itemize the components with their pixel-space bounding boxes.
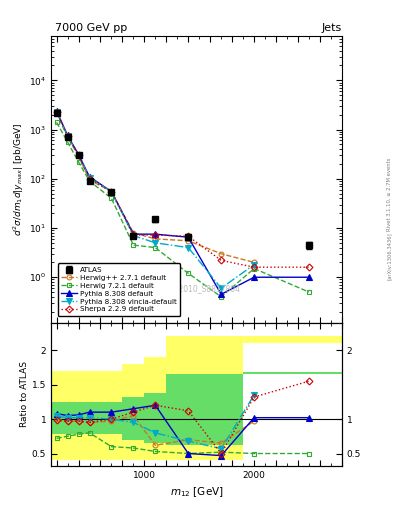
Pythia 8.308 default	[54, 108, 59, 114]
Herwig 7.2.1 default	[219, 294, 224, 300]
Pythia 8.308 default	[153, 231, 158, 237]
Herwig++ 2.7.1 default	[109, 188, 114, 195]
Text: 7000 GeV pp: 7000 GeV pp	[55, 23, 127, 33]
Herwig 7.2.1 default	[87, 178, 92, 184]
Herwig++ 2.7.1 default	[131, 230, 136, 236]
Herwig++ 2.7.1 default	[87, 177, 92, 183]
Pythia 8.308 default	[65, 132, 70, 138]
Text: Rivet 3.1.10, ≥ 2.7M events: Rivet 3.1.10, ≥ 2.7M events	[387, 158, 392, 231]
Pythia 8.308 vincia-default	[87, 175, 92, 181]
Line: Pythia 8.308 default: Pythia 8.308 default	[54, 108, 312, 297]
Herwig++ 2.7.1 default	[219, 251, 224, 257]
Sherpa 2.2.9 default	[219, 258, 224, 264]
Herwig++ 2.7.1 default	[54, 110, 59, 116]
Pythia 8.308 default	[219, 291, 224, 297]
Herwig++ 2.7.1 default	[186, 238, 191, 244]
Herwig 7.2.1 default	[76, 159, 81, 165]
Pythia 8.308 default	[76, 152, 81, 158]
Pythia 8.308 vincia-default	[219, 285, 224, 291]
Sherpa 2.2.9 default	[131, 232, 136, 238]
Pythia 8.308 vincia-default	[131, 232, 136, 239]
Y-axis label: $d^2\sigma/dm_1 d|y_{max}|$ [pb/GeV]: $d^2\sigma/dm_1 d|y_{max}|$ [pb/GeV]	[12, 122, 26, 236]
Herwig 7.2.1 default	[307, 289, 311, 295]
Y-axis label: Ratio to ATLAS: Ratio to ATLAS	[20, 361, 29, 427]
Herwig++ 2.7.1 default	[65, 134, 70, 140]
Text: [arXiv:1306.3436]: [arXiv:1306.3436]	[387, 232, 392, 280]
Sherpa 2.2.9 default	[54, 109, 59, 115]
Line: Herwig 7.2.1 default: Herwig 7.2.1 default	[54, 120, 311, 299]
Text: ATLAS_2010_S8817804: ATLAS_2010_S8817804	[152, 284, 241, 293]
Pythia 8.308 default	[131, 231, 136, 237]
Pythia 8.308 default	[87, 174, 92, 180]
Herwig 7.2.1 default	[109, 195, 114, 201]
Herwig 7.2.1 default	[131, 242, 136, 248]
Sherpa 2.2.9 default	[76, 152, 81, 158]
Pythia 8.308 default	[252, 274, 257, 280]
Pythia 8.308 default	[186, 234, 191, 240]
Herwig 7.2.1 default	[65, 139, 70, 145]
Herwig 7.2.1 default	[186, 270, 191, 276]
Sherpa 2.2.9 default	[252, 264, 257, 270]
Herwig++ 2.7.1 default	[252, 260, 257, 266]
Herwig++ 2.7.1 default	[153, 236, 158, 242]
Sherpa 2.2.9 default	[186, 233, 191, 239]
Line: Herwig++ 2.7.1 default: Herwig++ 2.7.1 default	[54, 110, 257, 265]
Pythia 8.308 vincia-default	[252, 262, 257, 268]
Sherpa 2.2.9 default	[65, 133, 70, 139]
Herwig++ 2.7.1 default	[76, 153, 81, 159]
Herwig 7.2.1 default	[252, 266, 257, 272]
Pythia 8.308 default	[109, 188, 114, 195]
Pythia 8.308 vincia-default	[65, 133, 70, 139]
Pythia 8.308 vincia-default	[109, 188, 114, 195]
Pythia 8.308 vincia-default	[153, 240, 158, 246]
X-axis label: $m_{12}$ [GeV]: $m_{12}$ [GeV]	[170, 485, 223, 499]
Line: Sherpa 2.2.9 default: Sherpa 2.2.9 default	[54, 109, 311, 270]
Sherpa 2.2.9 default	[87, 176, 92, 182]
Herwig 7.2.1 default	[54, 119, 59, 125]
Pythia 8.308 vincia-default	[54, 109, 59, 115]
Pythia 8.308 vincia-default	[186, 245, 191, 251]
Line: Pythia 8.308 vincia-default: Pythia 8.308 vincia-default	[54, 109, 257, 291]
Sherpa 2.2.9 default	[153, 232, 158, 238]
Pythia 8.308 vincia-default	[76, 152, 81, 158]
Herwig 7.2.1 default	[153, 245, 158, 251]
Sherpa 2.2.9 default	[109, 188, 114, 195]
Text: Jets: Jets	[321, 23, 342, 33]
Pythia 8.308 default	[307, 274, 311, 280]
Sherpa 2.2.9 default	[307, 264, 311, 270]
Legend: ATLAS, Herwig++ 2.7.1 default, Herwig 7.2.1 default, Pythia 8.308 default, Pythi: ATLAS, Herwig++ 2.7.1 default, Herwig 7.…	[58, 264, 180, 316]
